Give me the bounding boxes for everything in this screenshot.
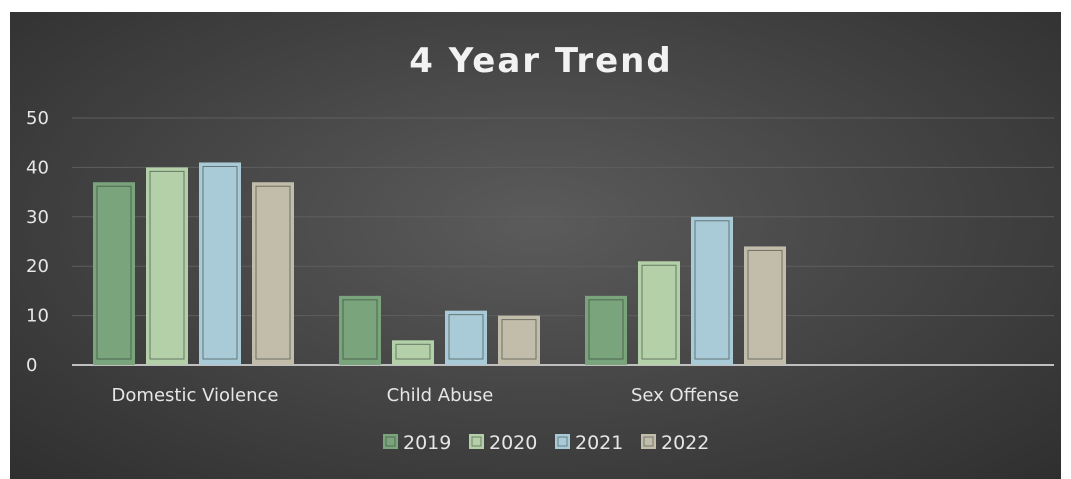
bar (146, 167, 188, 365)
chart-title: 4 Year Trend (409, 41, 672, 81)
bar-2021-child-abuse (445, 310, 487, 365)
y-tick-label: 40 (26, 157, 49, 178)
y-tick-label: 0 (26, 355, 37, 376)
bar-inner-outline (694, 220, 730, 360)
bar-inner-outline (96, 185, 132, 360)
bars (93, 162, 786, 365)
bar (93, 182, 135, 365)
bar (339, 295, 381, 365)
bar (744, 246, 786, 365)
legend: 2019 2020 2021 2022 (383, 432, 709, 454)
bar-2020-domestic-violence (146, 167, 188, 365)
bar-2020-child-abuse (392, 340, 434, 365)
y-tick-label: 20 (26, 256, 49, 277)
legend-label: 2021 (575, 432, 623, 454)
legend-item-2019: 2019 (383, 432, 451, 454)
bar (691, 216, 733, 365)
bar-chart: 4 Year Trend 0 10 20 30 40 50 Domestic Violen… (26, 41, 1054, 454)
bar (498, 315, 540, 365)
legend-item-2020: 2020 (469, 432, 537, 454)
bar-inner-outline (448, 314, 484, 360)
bar-inner-outline (501, 319, 537, 360)
bar-2020-sex-offense (638, 261, 680, 365)
legend-swatch-outline (471, 436, 482, 447)
bar (445, 310, 487, 365)
bar-inner-outline (395, 343, 431, 360)
bar-inner-outline (588, 299, 624, 360)
legend-label: 2022 (661, 432, 709, 454)
bar-inner-outline (149, 170, 185, 360)
bar (585, 295, 627, 365)
bar-inner-outline (747, 249, 783, 360)
legend-swatch (555, 434, 570, 449)
legend-label: 2020 (489, 432, 537, 454)
y-axis-ticks: 0 10 20 30 40 50 (26, 108, 49, 376)
legend-item-2022: 2022 (641, 432, 709, 454)
bar-2019-domestic-violence (93, 182, 135, 365)
y-tick-label: 30 (26, 207, 49, 228)
x-axis-categories: Domestic Violence Child Abuse Sex Offense (112, 385, 739, 406)
legend-swatch-outline (557, 436, 568, 447)
bar-2022-child-abuse (498, 315, 540, 365)
bar (252, 182, 294, 365)
legend-swatch-outline (385, 436, 396, 447)
legend-swatch-outline (643, 436, 654, 447)
bar-inner-outline (202, 165, 238, 360)
bar (638, 261, 680, 365)
legend-swatch (469, 434, 484, 449)
bar-2022-sex-offense (744, 246, 786, 365)
bar-inner-outline (342, 299, 378, 360)
chart-area: 4 Year Trend 0 10 20 30 40 50 Domestic Violen… (10, 12, 1061, 479)
category-label: Domestic Violence (112, 385, 279, 406)
category-label: Child Abuse (387, 385, 494, 406)
bar-inner-outline (641, 264, 677, 360)
legend-item-2021: 2021 (555, 432, 623, 454)
legend-swatch (383, 434, 398, 449)
bar-2019-sex-offense (585, 295, 627, 365)
legend-swatch (641, 434, 656, 449)
bar-2021-domestic-violence (199, 162, 241, 365)
bar-2022-domestic-violence (252, 182, 294, 365)
category-label: Sex Offense (631, 385, 739, 406)
bar-2019-child-abuse (339, 295, 381, 365)
legend-label: 2019 (403, 432, 451, 454)
y-tick-label: 50 (26, 108, 49, 129)
bar (199, 162, 241, 365)
bar-2021-sex-offense (691, 216, 733, 365)
y-tick-label: 10 (26, 306, 49, 327)
bar-inner-outline (255, 185, 291, 360)
